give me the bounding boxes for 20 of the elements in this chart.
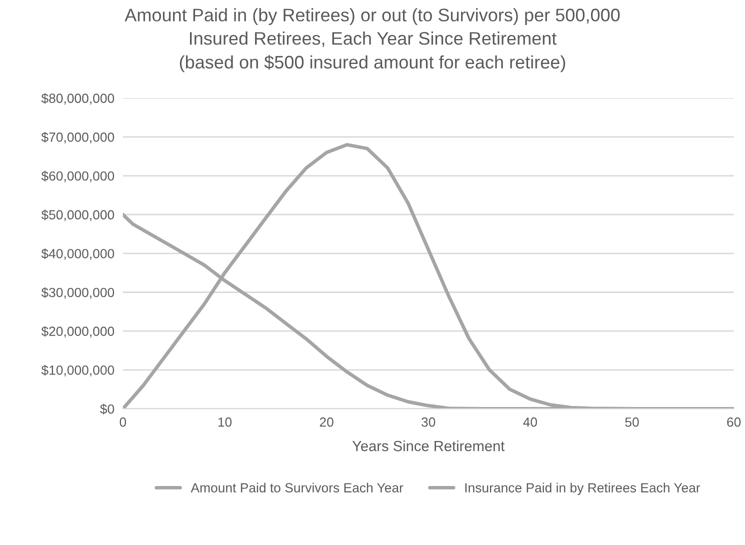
y-tick-label: $10,000,000	[41, 364, 114, 376]
x-tick-label: 30	[422, 417, 436, 427]
legend-label: Insurance Paid in by Retirees Each Year	[465, 482, 700, 496]
x-tick-label: 50	[625, 417, 639, 427]
y-tick-label: $60,000,000	[41, 170, 114, 182]
y-tick-label: $0	[100, 404, 114, 414]
x-tick-label: 40	[523, 417, 538, 427]
legend-label: Amount Paid to Survivors Each Year	[190, 482, 404, 492]
x-tick-label: 20	[320, 417, 334, 427]
y-tick-label: $40,000,000	[41, 248, 114, 260]
x-axis-title: Years Since Retirement	[352, 440, 505, 452]
y-tick-label: $50,000,000	[41, 210, 114, 222]
chart-title: Amount Paid in (by Retirees) or out (to Survivors) per 500,000 Insured Retirees, Each Year Since Retirement (based on $500 insured amount for each retiree)	[124, 8, 620, 72]
x-tick-label: 10	[218, 417, 232, 427]
x-tick-label: 0	[120, 417, 126, 427]
y-tick-label: $70,000,000	[41, 132, 114, 144]
y-tick-label: $20,000,000	[41, 326, 114, 338]
x-tick-label: 60	[727, 417, 741, 427]
y-tick-label: $80,000,000	[41, 93, 114, 105]
y-tick-label: $30,000,000	[41, 287, 114, 299]
